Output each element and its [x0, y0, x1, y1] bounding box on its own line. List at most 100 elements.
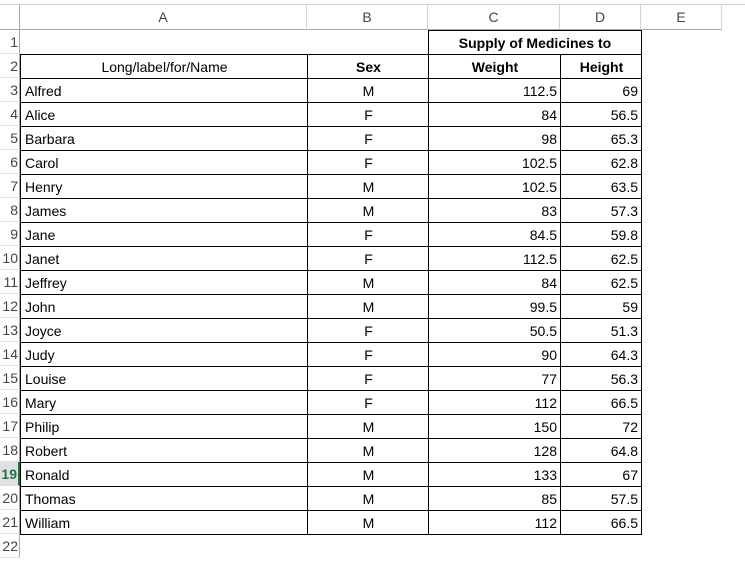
cell[interactable]: 102.5	[428, 174, 561, 199]
cell[interactable]: M	[307, 510, 429, 535]
row-header[interactable]: 19	[0, 462, 20, 486]
cell[interactable]: 128	[428, 438, 561, 463]
cell[interactable]: 67	[560, 462, 642, 487]
cell[interactable]: 56.3	[560, 366, 642, 391]
cell[interactable]: M	[307, 438, 429, 463]
column-title[interactable]: Weight	[428, 54, 561, 79]
cell[interactable]: Mary	[20, 390, 308, 415]
row-header[interactable]: 6	[0, 150, 20, 174]
row-header[interactable]: 12	[0, 294, 20, 318]
cell[interactable]: Ronald	[20, 462, 308, 487]
column-header[interactable]: D	[560, 5, 641, 30]
cell[interactable]: M	[307, 486, 429, 511]
cell[interactable]: F	[307, 222, 429, 247]
cell[interactable]: 59.8	[560, 222, 642, 247]
cell[interactable]: 112.5	[428, 78, 561, 103]
cell[interactable]: 59	[560, 294, 642, 319]
cell[interactable]: M	[307, 414, 429, 439]
cell[interactable]: 50.5	[428, 318, 561, 343]
cell[interactable]: 72	[560, 414, 642, 439]
cell[interactable]: F	[307, 102, 429, 127]
row-header[interactable]: 15	[0, 366, 20, 390]
cell[interactable]: 133	[428, 462, 561, 487]
cell[interactable]: Joyce	[20, 318, 308, 343]
cell[interactable]: Barbara	[20, 126, 308, 151]
cell[interactable]: 77	[428, 366, 561, 391]
cell[interactable]: 62.5	[560, 270, 642, 295]
row-header[interactable]: 16	[0, 390, 20, 414]
row-header[interactable]: 2	[0, 54, 20, 78]
select-all[interactable]	[0, 5, 20, 30]
cell[interactable]: F	[307, 342, 429, 367]
cell[interactable]: F	[307, 318, 429, 343]
cell[interactable]: 112	[428, 390, 561, 415]
row-header[interactable]: 21	[0, 510, 20, 534]
cell[interactable]: 57.3	[560, 198, 642, 223]
cell[interactable]: Henry	[20, 174, 308, 199]
cell[interactable]: 66.5	[560, 390, 642, 415]
row-header[interactable]: 8	[0, 198, 20, 222]
cell[interactable]: 57.5	[560, 486, 642, 511]
row-header[interactable]: 4	[0, 102, 20, 126]
row-header[interactable]: 14	[0, 342, 20, 366]
cell[interactable]: M	[307, 462, 429, 487]
cell[interactable]: 102.5	[428, 150, 561, 175]
cell[interactable]: F	[307, 150, 429, 175]
row-header[interactable]: 7	[0, 174, 20, 198]
row-header[interactable]: 13	[0, 318, 20, 342]
cell[interactable]: Judy	[20, 342, 308, 367]
cell[interactable]: 65.3	[560, 126, 642, 151]
cell[interactable]: Jane	[20, 222, 308, 247]
column-title[interactable]: Sex	[307, 54, 429, 79]
column-header[interactable]: E	[641, 5, 722, 30]
cell[interactable]: James	[20, 198, 308, 223]
cell[interactable]: 98	[428, 126, 561, 151]
cell[interactable]: 63.5	[560, 174, 642, 199]
cell[interactable]: 62.8	[560, 150, 642, 175]
cell[interactable]: John	[20, 294, 308, 319]
cell[interactable]: M	[307, 294, 429, 319]
cell[interactable]: M	[307, 270, 429, 295]
cell[interactable]: Louise	[20, 366, 308, 391]
cell[interactable]: 150	[428, 414, 561, 439]
merged-title[interactable]: Supply of Medicines to	[428, 30, 642, 55]
cell[interactable]: 85	[428, 486, 561, 511]
cell[interactable]: 84	[428, 270, 561, 295]
cell[interactable]: 83	[428, 198, 561, 223]
cell[interactable]: M	[307, 174, 429, 199]
column-header[interactable]: C	[428, 5, 560, 30]
cell[interactable]: 56.5	[560, 102, 642, 127]
cell[interactable]: 69	[560, 78, 642, 103]
row-header[interactable]: 1	[0, 30, 20, 54]
cell[interactable]: 84.5	[428, 222, 561, 247]
cell[interactable]: 64.8	[560, 438, 642, 463]
row-header[interactable]: 9	[0, 222, 20, 246]
cell[interactable]: F	[307, 126, 429, 151]
column-title[interactable]: Height	[560, 54, 642, 79]
cell[interactable]: 112.5	[428, 246, 561, 271]
row-header[interactable]: 10	[0, 246, 20, 270]
cell[interactable]: Robert	[20, 438, 308, 463]
cell[interactable]: Alfred	[20, 78, 308, 103]
cell[interactable]: Philip	[20, 414, 308, 439]
row-header[interactable]: 5	[0, 126, 20, 150]
cell[interactable]: 112	[428, 510, 561, 535]
row-header[interactable]: 18	[0, 438, 20, 462]
cell[interactable]: 90	[428, 342, 561, 367]
row-header[interactable]: 17	[0, 414, 20, 438]
cell[interactable]: F	[307, 246, 429, 271]
column-header[interactable]: B	[307, 5, 428, 30]
cell[interactable]: William	[20, 510, 308, 535]
cell[interactable]: Carol	[20, 150, 308, 175]
cell[interactable]: M	[307, 198, 429, 223]
cell[interactable]: M	[307, 78, 429, 103]
row-header[interactable]: 22	[0, 534, 20, 558]
cell[interactable]: 51.3	[560, 318, 642, 343]
row-header[interactable]: 11	[0, 270, 20, 294]
column-header[interactable]: A	[20, 5, 307, 30]
row-header[interactable]: 20	[0, 486, 20, 510]
cell[interactable]: F	[307, 390, 429, 415]
cell[interactable]: Jeffrey	[20, 270, 308, 295]
cell[interactable]: 66.5	[560, 510, 642, 535]
row-header[interactable]: 3	[0, 78, 20, 102]
